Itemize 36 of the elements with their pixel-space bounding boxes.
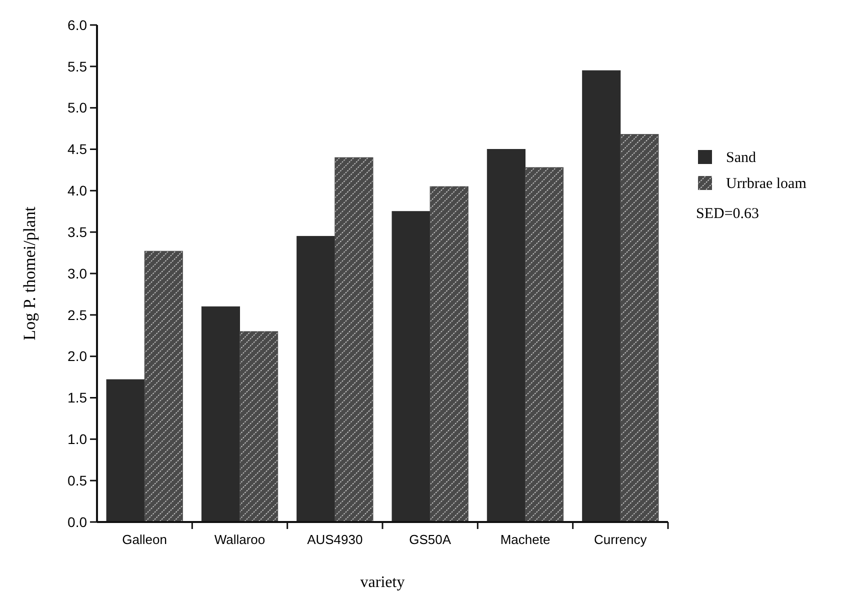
text: SED=0.63 xyxy=(696,206,760,222)
y-tick-label: 2.5 xyxy=(68,306,88,323)
x-tick-label: Galleon xyxy=(122,532,167,547)
legend-label: Urrbrae loam xyxy=(726,176,807,192)
bar xyxy=(430,186,468,522)
y-tick-label: 3.0 xyxy=(68,265,88,282)
bar xyxy=(201,306,240,522)
bar xyxy=(106,379,145,522)
x-tick-label: Machete xyxy=(500,532,550,547)
bar xyxy=(144,250,183,522)
y-tick-label: 5.0 xyxy=(68,100,88,116)
y-tick-label: 1.0 xyxy=(68,431,88,448)
y-tick-label: 5.5 xyxy=(68,58,88,74)
y-tick-label: 0.5 xyxy=(68,472,88,488)
x-tick-label: Wallaroo xyxy=(214,532,266,547)
bar xyxy=(582,70,621,522)
bar xyxy=(334,157,374,522)
y-axis-title: Log P. thomei/plant xyxy=(20,206,39,340)
y-tick-label: 4.0 xyxy=(68,182,88,199)
y-tick-label: 4.5 xyxy=(68,141,88,158)
bar xyxy=(392,211,430,522)
bar xyxy=(240,331,278,522)
bar xyxy=(486,149,526,522)
y-tick-label: 1.5 xyxy=(68,390,88,406)
bar xyxy=(620,134,659,522)
y-tick-label: 0.0 xyxy=(68,514,88,530)
x-tick-label: GS50A xyxy=(409,532,452,547)
y-tick-label: 3.5 xyxy=(68,224,88,240)
x-axis-title: variety xyxy=(360,574,405,591)
legend-label: Sand xyxy=(726,150,756,166)
bar xyxy=(525,167,564,522)
bar xyxy=(296,236,336,522)
y-tick-label: 6.0 xyxy=(68,16,88,33)
y-tick-label: 2.0 xyxy=(68,348,88,364)
x-tick-label: Currency xyxy=(594,532,648,547)
x-tick-label: AUS4930 xyxy=(307,532,363,547)
